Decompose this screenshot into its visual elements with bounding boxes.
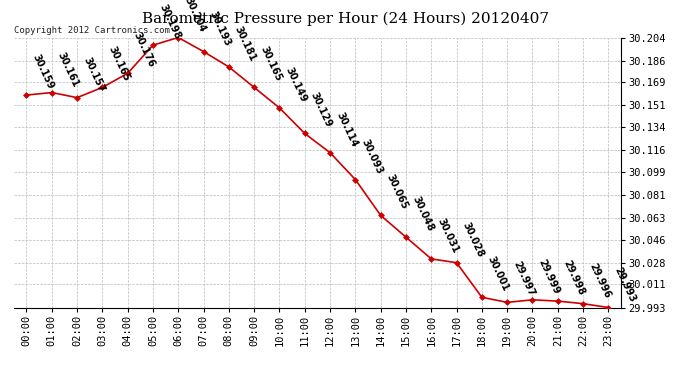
Text: 29.999: 29.999 (537, 258, 562, 296)
Text: 30.193: 30.193 (208, 9, 233, 47)
Text: 30.093: 30.093 (359, 137, 384, 176)
Text: 30.204: 30.204 (182, 0, 207, 33)
Text: 30.149: 30.149 (284, 66, 308, 104)
Text: 29.998: 29.998 (562, 259, 587, 297)
Text: 30.031: 30.031 (435, 216, 460, 255)
Text: 30.165: 30.165 (106, 45, 131, 83)
Text: 30.176: 30.176 (132, 31, 157, 69)
Text: 30.048: 30.048 (410, 195, 435, 233)
Text: Copyright 2012 Cartronics.com: Copyright 2012 Cartronics.com (14, 26, 170, 35)
Text: 30.181: 30.181 (233, 24, 258, 63)
Text: 30.001: 30.001 (486, 255, 511, 293)
Text: 30.159: 30.159 (30, 53, 55, 91)
Text: 30.157: 30.157 (81, 55, 106, 93)
Text: Barometric Pressure per Hour (24 Hours) 20120407: Barometric Pressure per Hour (24 Hours) … (141, 11, 549, 26)
Text: 30.114: 30.114 (334, 110, 359, 148)
Text: 30.165: 30.165 (258, 45, 283, 83)
Text: 29.993: 29.993 (613, 265, 638, 303)
Text: 30.028: 30.028 (461, 220, 486, 258)
Text: 29.997: 29.997 (511, 260, 536, 298)
Text: 30.065: 30.065 (385, 173, 410, 211)
Text: 30.161: 30.161 (56, 50, 81, 88)
Text: 29.996: 29.996 (587, 261, 612, 300)
Text: 30.198: 30.198 (157, 3, 182, 41)
Text: 30.129: 30.129 (309, 91, 334, 129)
